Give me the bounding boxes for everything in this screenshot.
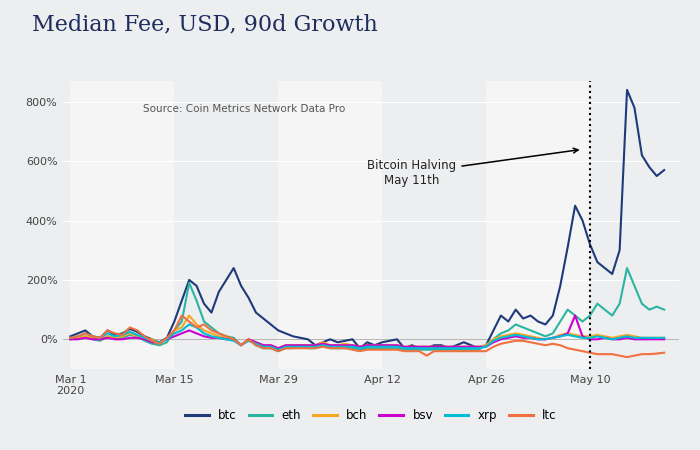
- btc: [512, 307, 520, 312]
- Line: xrp: xrp: [71, 324, 664, 350]
- xrp: [274, 347, 282, 352]
- bsv: [66, 337, 75, 342]
- bsv: [593, 337, 601, 342]
- ltc: [444, 348, 453, 354]
- xrp: [185, 322, 193, 327]
- bch: [593, 332, 601, 338]
- Line: ltc: ltc: [71, 315, 664, 357]
- btc: [66, 333, 75, 339]
- bsv: [512, 333, 520, 339]
- ltc: [178, 313, 186, 318]
- eth: [586, 313, 594, 318]
- bch: [519, 332, 527, 338]
- Text: Median Fee, USD, 90d Growth: Median Fee, USD, 90d Growth: [32, 14, 377, 36]
- bch: [407, 344, 416, 350]
- ltc: [586, 350, 594, 356]
- bch: [185, 313, 193, 318]
- ltc: [623, 355, 631, 360]
- Text: Source: Coin Metrics Network Data Pro: Source: Coin Metrics Network Data Pro: [143, 104, 345, 114]
- bch: [564, 331, 572, 336]
- xrp: [66, 335, 75, 341]
- ltc: [512, 338, 520, 343]
- xrp: [407, 346, 416, 351]
- Bar: [278, 81, 382, 369]
- eth: [274, 348, 282, 354]
- eth: [623, 266, 631, 271]
- eth: [444, 347, 453, 352]
- btc: [444, 346, 453, 351]
- btc: [586, 242, 594, 247]
- Line: btc: btc: [71, 90, 664, 348]
- xrp: [452, 346, 461, 351]
- bch: [274, 346, 282, 351]
- Line: eth: eth: [71, 268, 664, 351]
- btc: [623, 87, 631, 93]
- btc: [356, 346, 364, 351]
- bsv: [660, 337, 668, 342]
- ltc: [660, 350, 668, 356]
- xrp: [615, 335, 624, 341]
- ltc: [400, 348, 409, 354]
- eth: [66, 337, 75, 342]
- bsv: [274, 346, 282, 351]
- btc: [556, 283, 564, 288]
- xrp: [519, 333, 527, 339]
- bsv: [400, 344, 409, 350]
- Bar: [71, 81, 174, 369]
- btc: [660, 167, 668, 173]
- eth: [608, 313, 617, 318]
- bsv: [556, 333, 564, 339]
- Legend: btc, eth, bch, bsv, xrp, ltc: btc, eth, bch, bsv, xrp, ltc: [181, 404, 561, 427]
- bch: [452, 344, 461, 350]
- eth: [512, 322, 520, 327]
- btc: [400, 346, 409, 351]
- xrp: [660, 335, 668, 341]
- bch: [66, 337, 75, 342]
- bch: [660, 335, 668, 341]
- bsv: [444, 344, 453, 350]
- Line: bch: bch: [71, 315, 664, 348]
- xrp: [593, 333, 601, 339]
- ltc: [608, 351, 617, 357]
- Line: bsv: bsv: [71, 315, 664, 348]
- bch: [615, 333, 624, 339]
- bsv: [571, 313, 580, 318]
- Bar: [486, 81, 590, 369]
- eth: [556, 319, 564, 324]
- xrp: [564, 332, 572, 338]
- Text: Bitcoin Halving
May 11th: Bitcoin Halving May 11th: [368, 148, 578, 187]
- eth: [660, 307, 668, 312]
- eth: [400, 347, 409, 352]
- ltc: [556, 342, 564, 348]
- btc: [608, 271, 617, 277]
- bsv: [615, 337, 624, 342]
- ltc: [66, 335, 75, 341]
